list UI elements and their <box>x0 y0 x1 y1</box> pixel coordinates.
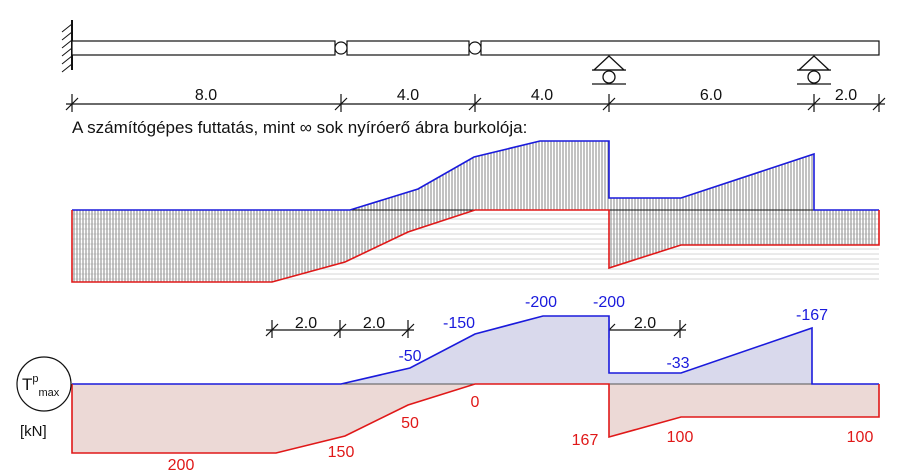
min-envelope-fill <box>72 384 879 453</box>
dim-label-2: 4.0 <box>397 87 419 104</box>
min-value-2: 150 <box>328 444 355 461</box>
envelope-lower-boundary <box>71 209 880 283</box>
symbol-circle <box>16 356 72 412</box>
beam-segment-1 <box>71 40 336 56</box>
dim-label-4: 6.0 <box>700 87 722 104</box>
max-value-6: -167 <box>796 307 828 324</box>
fixed-support-hatch <box>61 23 73 73</box>
envelope-upper-boundary <box>72 140 879 211</box>
max-value-2: -150 <box>443 315 475 332</box>
beam-segment-3 <box>480 40 880 56</box>
max-value-3: -200 <box>525 294 557 311</box>
symbol-label: Tpmax <box>22 373 60 399</box>
lower-dim-label-2: 2.0 <box>363 315 385 332</box>
caption-text: A számítógépes futtatás, mint ∞ sok nyír… <box>72 118 527 137</box>
hinge-2 <box>468 41 482 55</box>
max-value-4: -200 <box>593 294 625 311</box>
min-value-3: 50 <box>401 415 419 432</box>
max-envelope-line <box>72 315 879 385</box>
hinge-1 <box>334 41 348 55</box>
min-value-7: 100 <box>847 429 874 446</box>
dim-label-3: 4.0 <box>531 87 553 104</box>
lower-dim-label-1: 2.0 <box>295 315 317 332</box>
unit-label: [kN] <box>20 423 47 440</box>
max-value-1: -50 <box>398 348 421 365</box>
roller-support-2 <box>797 55 831 85</box>
dim-label-1: 8.0 <box>195 87 217 104</box>
lower-dim-label-3: 2.0 <box>634 315 656 332</box>
dim-label-5: 2.0 <box>835 87 857 104</box>
min-value-1: 200 <box>168 457 195 474</box>
influence-hatching <box>72 141 879 282</box>
top-dimension-line <box>65 94 886 112</box>
beam <box>61 20 880 85</box>
min-envelope-line <box>71 383 880 454</box>
min-value-5: 167 <box>572 432 599 449</box>
beam-segment-2 <box>346 40 470 56</box>
computed-envelope <box>71 140 880 283</box>
roller-support-1 <box>592 55 626 85</box>
min-value-6: 100 <box>667 429 694 446</box>
max-value-5: -33 <box>666 355 689 372</box>
shear-envelope <box>71 315 880 454</box>
min-value-4: 0 <box>471 394 480 411</box>
max-envelope-fill <box>341 316 812 384</box>
